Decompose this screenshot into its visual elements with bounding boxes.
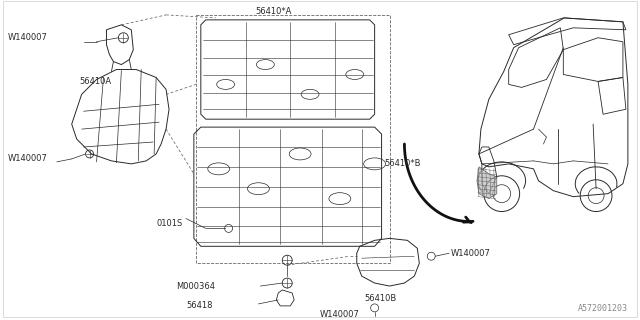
Text: 56410*A: 56410*A xyxy=(255,7,292,16)
Text: M000364: M000364 xyxy=(176,282,215,291)
Text: 56418: 56418 xyxy=(186,301,212,310)
Bar xyxy=(196,15,390,263)
Text: W140007: W140007 xyxy=(8,155,48,164)
Text: W140007: W140007 xyxy=(320,310,360,319)
Text: W140007: W140007 xyxy=(451,249,491,258)
Text: 56410*B: 56410*B xyxy=(385,159,421,168)
Text: W140007: W140007 xyxy=(8,33,48,42)
Text: 56410A: 56410A xyxy=(79,77,112,86)
Text: A572001203: A572001203 xyxy=(578,304,628,313)
Text: 56410B: 56410B xyxy=(365,294,397,303)
Polygon shape xyxy=(477,167,497,199)
Text: 0101S: 0101S xyxy=(156,219,182,228)
